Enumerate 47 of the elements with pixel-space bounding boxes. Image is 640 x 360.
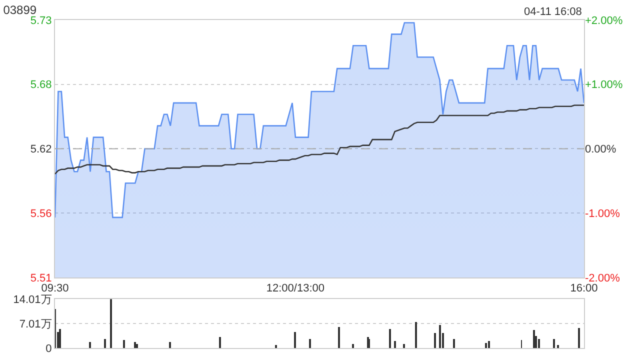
bar: [557, 345, 559, 348]
bar: [104, 339, 106, 348]
y-tick-label: 5.51: [30, 272, 52, 284]
bar: [136, 344, 138, 348]
bar: [59, 329, 61, 348]
bar: [439, 325, 441, 348]
bar: [123, 340, 125, 348]
bar: [578, 328, 580, 348]
y-tick-label: 5.73: [30, 14, 52, 27]
x-tick-label: 09:30: [41, 282, 69, 295]
y-tick-label: 5.68: [30, 79, 52, 92]
bar: [394, 341, 396, 348]
line-series: [55, 104, 584, 175]
bar: [352, 344, 354, 348]
y-tick-label: 0: [46, 342, 52, 355]
bar: [309, 339, 311, 348]
bar: [453, 339, 455, 348]
text: 04-11 16:08: [524, 6, 582, 18]
bar: [533, 330, 535, 348]
bar: [338, 327, 340, 348]
bar: [488, 341, 490, 348]
y2-tick-label: -2.00%: [585, 272, 620, 284]
bar: [389, 329, 391, 348]
y-tick-label: 5.56: [30, 208, 52, 220]
bar: [134, 342, 136, 348]
bar: [415, 322, 417, 348]
y2-tick-label: -1.00%: [585, 208, 620, 220]
bar: [434, 333, 436, 348]
bar: [403, 344, 405, 348]
y-tick-label: 14.01万: [13, 294, 52, 306]
bar: [219, 337, 221, 348]
x-tick-label: 12:00/13:00: [266, 282, 325, 295]
chart-title: 03899: [3, 2, 37, 17]
bar: [169, 342, 171, 348]
bar: [485, 343, 487, 348]
bar: [553, 339, 555, 348]
y-tick-label: 7.01万: [19, 318, 52, 330]
x-tick-label: 16:00: [570, 282, 598, 295]
y-tick-label: 5.62: [30, 144, 52, 156]
y2-tick-label: 0.00%: [585, 144, 616, 156]
y2-tick-label: +1.00%: [585, 79, 623, 92]
bar: [110, 299, 112, 348]
y2-tick-label: +2.00%: [585, 14, 623, 27]
bar: [294, 332, 296, 348]
bar: [89, 342, 91, 348]
bar: [275, 345, 277, 348]
bar: [538, 339, 540, 348]
